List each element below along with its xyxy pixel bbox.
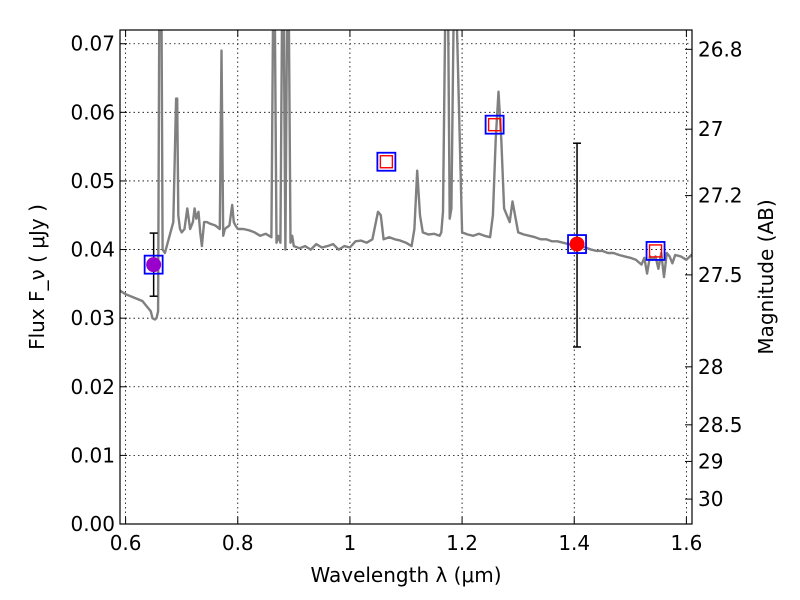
photometry-point xyxy=(143,232,164,297)
model-flux-marker xyxy=(487,117,502,132)
x-tick-label: 0.6 xyxy=(110,531,142,555)
y-axis-right: 26.8 27 27.2 27.5 28 28.5 29 30 xyxy=(685,37,743,511)
x-axis: 0.6 0.8 1 1.2 1.4 1.6 xyxy=(110,30,702,555)
x-tick-label: 1 xyxy=(344,531,357,555)
x-axis-title: Wavelength λ (μm) xyxy=(310,563,501,587)
observed-flux-box xyxy=(143,254,164,275)
y2-tick-label: 27.2 xyxy=(698,184,743,208)
observed-flux-box xyxy=(376,151,397,172)
y2-tick-label: 27 xyxy=(698,117,723,141)
y2-tick-label: 28.5 xyxy=(698,413,743,437)
photometry-points xyxy=(143,114,666,348)
y-axis-title: Flux F_ν ( μJy ) xyxy=(25,204,49,350)
x-tick-label: 1.4 xyxy=(558,531,590,555)
photometry-point xyxy=(376,151,397,172)
x-tick-label: 1.6 xyxy=(670,531,702,555)
y-tick-label: 0.07 xyxy=(70,32,115,56)
model-spectrum-line xyxy=(120,30,692,321)
observed-flux-box xyxy=(645,241,666,261)
y-tick-label: 0.06 xyxy=(70,100,115,124)
y-tick-label: 0.04 xyxy=(70,238,115,262)
y2-tick-label: 27.5 xyxy=(698,263,743,287)
y-tick-label: 0.00 xyxy=(70,512,115,536)
y2-tick-label: 26.8 xyxy=(698,37,743,61)
y2-tick-label: 28 xyxy=(698,355,723,379)
observed-flux-box xyxy=(484,114,505,135)
model-spectrum-layer xyxy=(120,30,692,321)
x-tick-label: 0.8 xyxy=(222,531,254,555)
y2-axis-title: Magnitude (AB) xyxy=(754,199,778,354)
y-tick-label: 0.03 xyxy=(70,306,115,330)
photometry-point xyxy=(484,114,505,135)
model-flux-marker xyxy=(379,155,394,169)
photometry-point xyxy=(645,241,666,261)
grid-lines xyxy=(120,30,692,525)
y-tick-label: 0.01 xyxy=(70,443,115,467)
model-flux-marker xyxy=(146,257,162,273)
plot-frame xyxy=(119,29,693,525)
y-axis-left: 0.00 0.01 0.02 0.03 0.04 0.05 0.06 0.07 xyxy=(70,32,127,536)
photometry-point xyxy=(567,142,587,348)
x-tick-label: 1.2 xyxy=(446,531,478,555)
model-flux-marker xyxy=(569,236,585,252)
model-flux-marker xyxy=(648,244,663,258)
y-tick-label: 0.02 xyxy=(70,375,115,399)
observed-flux-box xyxy=(567,234,587,254)
y2-tick-label: 30 xyxy=(698,487,723,511)
y-tick-label: 0.05 xyxy=(70,169,115,193)
y2-tick-label: 29 xyxy=(698,449,723,473)
